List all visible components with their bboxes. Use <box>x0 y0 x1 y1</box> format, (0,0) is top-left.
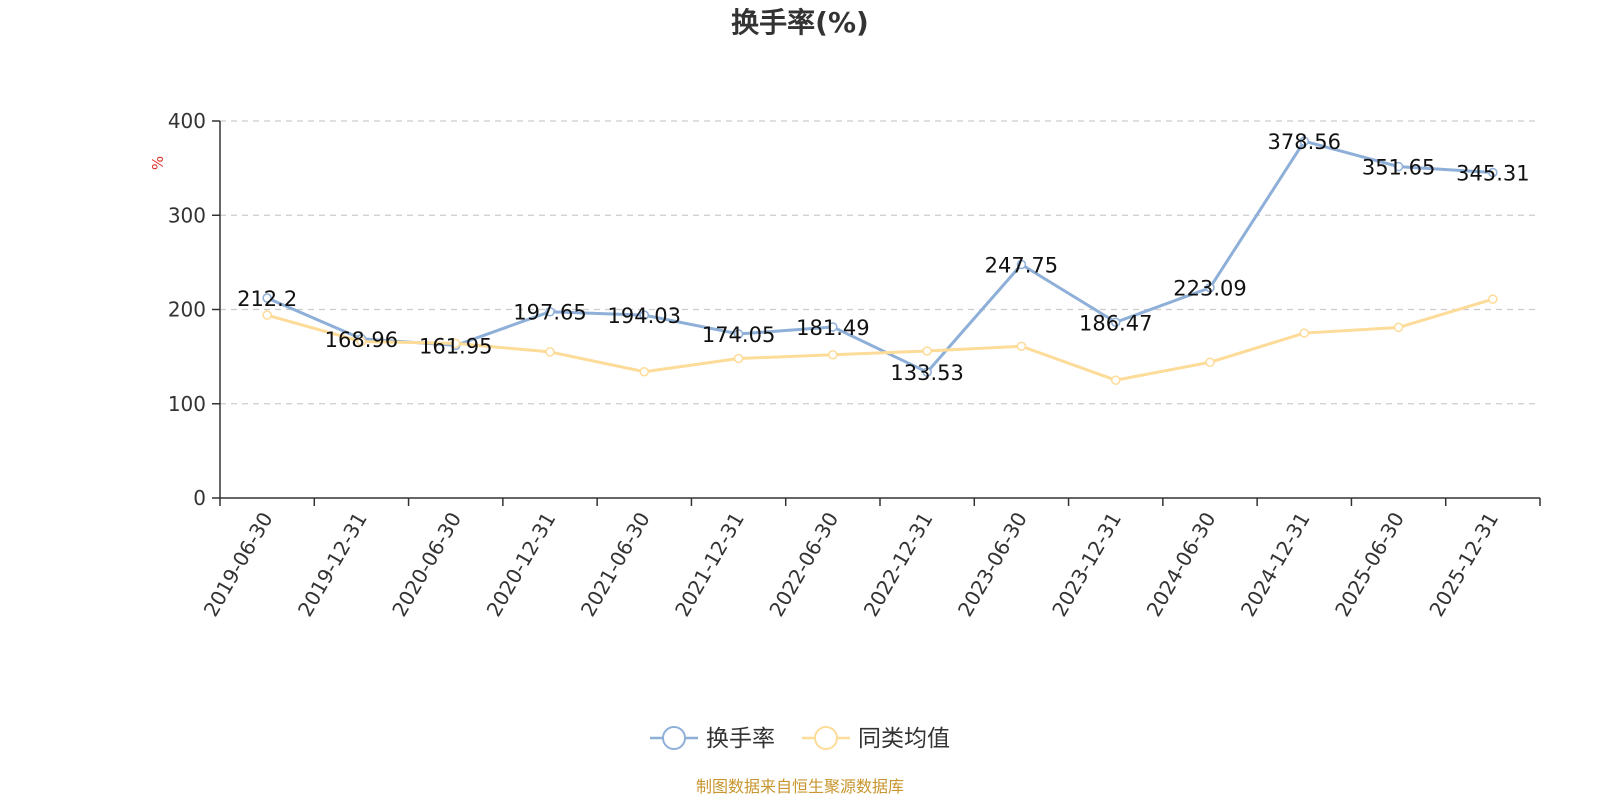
x-tick-label: 2025-06-30 <box>1330 508 1409 621</box>
x-tick-label: 2023-12-31 <box>1047 508 1126 621</box>
data-point <box>1393 161 1404 172</box>
y-tick-label: 100 <box>168 392 206 416</box>
data-point <box>639 310 650 320</box>
data-point <box>1488 167 1498 178</box>
data-point <box>922 367 932 377</box>
data-point <box>922 346 932 356</box>
x-tick-label: 2024-06-30 <box>1141 508 1220 621</box>
legend-item-turnover-rate: 换手率 <box>650 726 775 752</box>
data-point <box>1393 322 1404 333</box>
x-tick-label: 2021-12-31 <box>670 508 749 621</box>
legend-marker <box>814 726 838 750</box>
data-label: 247.75 <box>985 253 1058 277</box>
data-label: 223.09 <box>1173 277 1246 301</box>
data-point <box>1205 282 1215 293</box>
y-tick-label: 0 <box>193 486 206 510</box>
x-tick-label: 2019-06-30 <box>199 508 278 621</box>
data-point <box>545 306 555 317</box>
source-note: 制图数据来自恒生聚源数据库 <box>696 777 904 796</box>
data-point <box>639 366 650 377</box>
legend-label: 同类均值 <box>858 726 950 752</box>
data-label: 197.65 <box>513 301 586 325</box>
data-label: 351.65 <box>1362 156 1435 180</box>
x-tick-label: 2019-12-31 <box>293 508 372 621</box>
data-point <box>1016 259 1027 270</box>
x-tick-label: 2021-06-30 <box>576 508 655 621</box>
data-point <box>733 353 744 364</box>
series-line <box>266 139 1493 374</box>
data-label: 181.49 <box>796 316 869 340</box>
axis-layer: 0 100 200 300 400 2019-06-30 2019-12-31 2020-06… <box>168 109 1541 621</box>
x-tick-label: 2022-12-31 <box>859 508 938 621</box>
data-label: 168.96 <box>325 328 398 352</box>
data-point <box>262 310 272 320</box>
data-point <box>828 322 838 332</box>
data-point <box>262 293 272 303</box>
y-axis-unit-label: % <box>149 156 167 170</box>
legend-marker <box>662 726 686 750</box>
data-label-layer: 212.2 168.96 161.95 197.65 194.03 174.05 181.4… <box>237 130 1530 385</box>
legend-item-peer-average: 同类均值 <box>802 726 950 752</box>
legend: 换手率 同类均值 <box>650 726 950 752</box>
data-label: 345.31 <box>1456 162 1529 186</box>
data-point <box>1110 317 1121 328</box>
data-label: 174.05 <box>702 323 775 347</box>
data-point <box>1299 136 1310 146</box>
y-tick-label: 300 <box>168 203 206 227</box>
series-turnover-rate <box>262 136 1498 377</box>
data-point <box>450 338 461 349</box>
data-label: 161.95 <box>419 334 492 358</box>
data-point <box>1110 375 1121 385</box>
x-tick-label: 2023-06-30 <box>953 508 1032 621</box>
series-line <box>266 297 1494 382</box>
data-point <box>1205 357 1215 368</box>
y-tick-label: 400 <box>168 109 206 133</box>
data-point <box>1488 294 1498 304</box>
x-tick-label: 2025-12-31 <box>1424 508 1503 621</box>
grid-layer <box>220 120 1540 405</box>
data-point <box>545 347 555 357</box>
x-tick-label: 2024-12-31 <box>1236 508 1315 621</box>
data-label: 133.53 <box>890 361 963 385</box>
series-layer <box>262 136 1498 385</box>
data-label: 212.2 <box>237 287 297 311</box>
data-label: 186.47 <box>1079 311 1152 335</box>
data-point <box>1299 328 1310 338</box>
y-tick-label: 200 <box>168 298 206 322</box>
data-label: 378.56 <box>1268 130 1341 154</box>
data-point <box>1016 341 1027 352</box>
data-label: 194.03 <box>608 304 681 328</box>
data-point <box>356 336 367 347</box>
series-peer-average <box>262 294 1498 385</box>
x-tick-label: 2020-06-30 <box>387 508 466 621</box>
legend-label: 换手率 <box>706 726 775 752</box>
chart-title: 换手率(%) <box>731 6 869 39</box>
data-point <box>828 349 838 360</box>
x-tick-label: 2022-06-30 <box>764 508 843 621</box>
x-tick-label: 2020-12-31 <box>481 508 560 621</box>
data-point <box>733 329 744 339</box>
